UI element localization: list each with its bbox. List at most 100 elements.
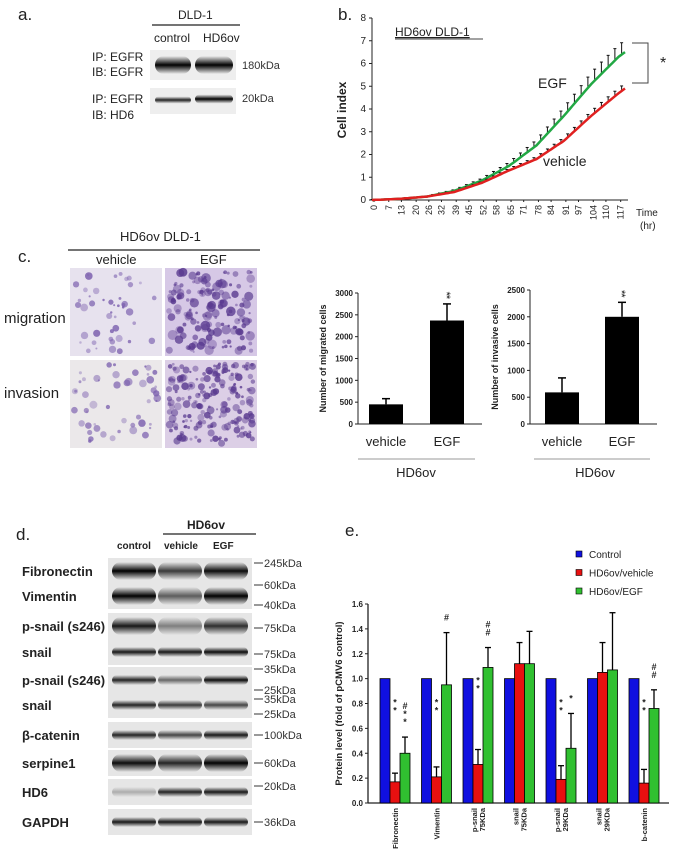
- x-tick-label: 0: [369, 205, 379, 210]
- cell-blob: [218, 437, 221, 441]
- cell-blob: [108, 345, 117, 354]
- mw-marker: 60kDa: [264, 580, 297, 592]
- cell-blob: [198, 393, 201, 396]
- y-tick-label: 3: [360, 127, 366, 138]
- cell-blob: [146, 373, 150, 376]
- x-axis-label: (hr): [640, 221, 656, 232]
- cell-blob: [246, 399, 253, 406]
- cell-blob: [169, 404, 175, 410]
- row-label: migration: [4, 310, 66, 327]
- cell-blob: [93, 424, 101, 432]
- cell-blob: [165, 386, 173, 393]
- cell-blob: [72, 281, 80, 288]
- cell-blob: [180, 436, 183, 439]
- protein-label: snail: [22, 698, 52, 713]
- ip-label: IP: EGFR: [92, 50, 144, 64]
- y-tick-label: 1.2: [352, 650, 364, 659]
- cell-blob: [226, 339, 232, 345]
- panel-b-label: b.: [338, 5, 352, 24]
- cell-blob: [187, 413, 192, 419]
- y-tick-label: 0.8: [352, 700, 364, 709]
- cell-blob: [224, 344, 228, 349]
- series-label-egf: EGF: [538, 75, 567, 91]
- cell-blob: [207, 339, 217, 350]
- cell-blob: [168, 376, 174, 382]
- cell-blob: [194, 325, 202, 332]
- cell-blob: [224, 437, 228, 442]
- cell-blob: [144, 365, 147, 368]
- cell-blob: [153, 394, 162, 403]
- y-tick-label: 500: [512, 393, 526, 402]
- y-tick-label: 1000: [335, 376, 353, 385]
- cell-blob: [205, 366, 213, 375]
- cell-blob: [132, 369, 139, 377]
- cell-blob: [82, 391, 89, 399]
- mw-marker: 36kDa: [264, 817, 297, 829]
- cell-blob: [197, 290, 202, 295]
- cell-blob: [195, 311, 198, 315]
- cell-blob: [189, 346, 195, 352]
- cell-blob: [248, 312, 251, 315]
- cell-blob: [172, 284, 182, 294]
- blot-band: [112, 587, 156, 605]
- significance-mark: *: [476, 675, 480, 685]
- cell-blob: [235, 393, 241, 399]
- cell-blob: [248, 413, 254, 418]
- significance-mark: *: [393, 697, 397, 707]
- cell-blob: [241, 364, 246, 369]
- blot-band: [158, 587, 202, 605]
- cell-blob: [84, 272, 93, 280]
- lane-label: vehicle: [164, 541, 198, 552]
- cell-blob: [247, 318, 253, 324]
- cell-blob: [201, 419, 207, 425]
- y-tick-label: 7: [360, 36, 366, 47]
- cell-blob: [221, 424, 229, 431]
- blot-band: [155, 96, 191, 104]
- cell-blob: [201, 293, 204, 296]
- cell-blob: [165, 420, 174, 429]
- bar-hd6ov-vehicle: [514, 663, 525, 804]
- cell-blob: [212, 282, 221, 292]
- ib-label: IB: EGFR: [92, 65, 144, 79]
- y-tick-label: 0.2: [352, 774, 364, 783]
- cell-blob: [233, 426, 241, 434]
- cell-blob: [174, 390, 178, 394]
- cell-blob: [130, 422, 136, 428]
- cell-blob: [188, 271, 197, 280]
- chart-title: HD6ov DLD-1: [395, 25, 470, 39]
- cell-blob: [148, 422, 152, 426]
- significance-mark: #: [485, 620, 490, 630]
- cell-blob: [189, 298, 199, 308]
- cell-blob: [102, 298, 105, 302]
- bar-hd6ov-vehicle: [555, 778, 567, 804]
- cell-blob: [187, 426, 191, 429]
- cell-blob: [166, 409, 173, 415]
- cell-blob: [244, 365, 250, 371]
- panel-e-label: e.: [345, 521, 359, 540]
- cell-blob: [249, 348, 254, 353]
- cell-blob: [207, 405, 211, 409]
- cell-blob: [172, 420, 176, 424]
- cell-blob: [212, 435, 219, 442]
- cell-blob: [109, 311, 113, 314]
- cell-blob: [208, 386, 212, 389]
- cell-blob: [205, 314, 208, 318]
- cell-blob: [218, 415, 222, 419]
- mw-marker: 25kDa: [264, 709, 297, 721]
- cell-blob: [148, 337, 156, 345]
- significance-mark: *: [642, 705, 646, 715]
- cell-blob: [89, 300, 96, 307]
- cell-blob: [171, 362, 175, 366]
- group-label: HD6ov: [396, 465, 436, 480]
- y-axis-label: Number of migrated cells: [318, 304, 328, 412]
- cell-blob: [146, 399, 151, 404]
- bar-control: [628, 678, 640, 804]
- significance-bracket: [632, 42, 649, 84]
- cell-blob: [209, 439, 213, 443]
- cell-blob: [139, 379, 147, 388]
- cell-blob: [152, 369, 158, 375]
- y-tick-label: 3000: [335, 289, 353, 298]
- cell-blob: [217, 362, 221, 366]
- mw-marker: 20kDa: [264, 781, 297, 793]
- cell-blob: [193, 276, 202, 285]
